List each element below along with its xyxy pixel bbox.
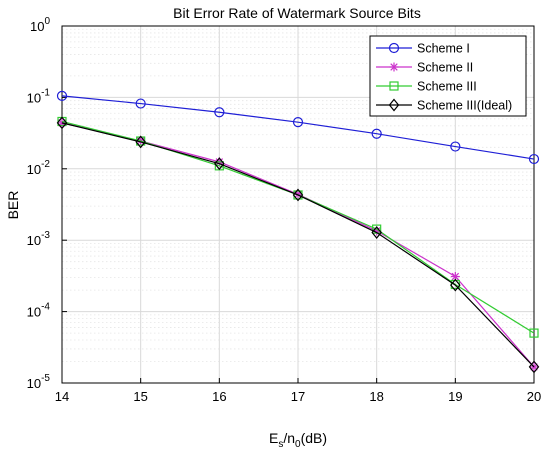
- x-tick-label: 20: [527, 389, 541, 404]
- x-label-sub1: s: [278, 439, 283, 450]
- legend-swatch-marker: [388, 42, 400, 54]
- data-point: [450, 141, 461, 152]
- data-point: [135, 98, 146, 109]
- series-group: [56, 90, 540, 374]
- data-point: [135, 135, 146, 149]
- data-point: [214, 157, 225, 171]
- y-tick-label: 10-2: [27, 159, 51, 177]
- data-point: [450, 278, 461, 292]
- data-point: [371, 226, 382, 239]
- y-axis-label: BER: [5, 191, 21, 220]
- x-tick-label: 14: [55, 389, 69, 404]
- series-scheme-i: [56, 90, 540, 165]
- legend-item: Scheme II: [376, 61, 473, 75]
- legend: Scheme I Scheme II Scheme III Scheme III(Id…: [369, 35, 527, 117]
- legend-label: Scheme II: [417, 61, 473, 75]
- data-point: [56, 90, 68, 101]
- series-scheme-iii-ideal-: [56, 116, 540, 374]
- x-label-base: E: [269, 430, 278, 446]
- data-point: [292, 117, 304, 128]
- legend-label: Scheme I: [417, 42, 470, 56]
- data-point: [529, 328, 539, 338]
- data-point: [371, 128, 382, 139]
- y-tick-label: 100: [30, 16, 50, 34]
- legend-swatch-marker: [388, 98, 400, 112]
- x-tick-label: 16: [212, 389, 226, 404]
- x-tick-label: 18: [369, 389, 383, 404]
- data-point: [56, 116, 68, 130]
- data-point: [528, 153, 540, 165]
- x-tick-label: 17: [291, 389, 305, 404]
- legend-label: Scheme III: [417, 80, 477, 94]
- legend-item: Scheme I: [376, 42, 470, 56]
- legend-swatch-marker: [389, 81, 399, 91]
- legend-swatch-marker: [389, 62, 399, 72]
- legend-item: Scheme III: [376, 80, 477, 94]
- series-line: [61, 95, 535, 160]
- chart-title: Bit Error Rate of Watermark Source Bits: [173, 5, 421, 21]
- x-tick-label: 15: [133, 389, 147, 404]
- series-line: [61, 122, 535, 368]
- x-label-tail: (dB): [301, 430, 327, 446]
- x-axis-label: Es/n0(dB): [269, 430, 327, 450]
- data-point: [292, 188, 304, 202]
- x-label-mid: /n: [283, 430, 295, 446]
- data-point: [214, 107, 225, 118]
- y-tick-label: 10-5: [27, 373, 51, 391]
- y-tick-label: 10-3: [27, 230, 51, 248]
- legend-item: Scheme III(Ideal): [376, 99, 512, 113]
- y-tick-label: 10-4: [27, 302, 51, 320]
- data-point: [528, 360, 540, 374]
- x-axis-ticks: 14 15 16 17 18 19 20: [55, 378, 541, 404]
- y-tick-label: 10-1: [27, 87, 51, 105]
- x-label-sub2: 0: [295, 439, 301, 450]
- x-tick-label: 19: [448, 389, 462, 404]
- legend-label: Scheme III(Ideal): [417, 99, 512, 113]
- y-axis-ticks: 100 10-1 10-2 10-3 10-4 10-5: [27, 16, 67, 391]
